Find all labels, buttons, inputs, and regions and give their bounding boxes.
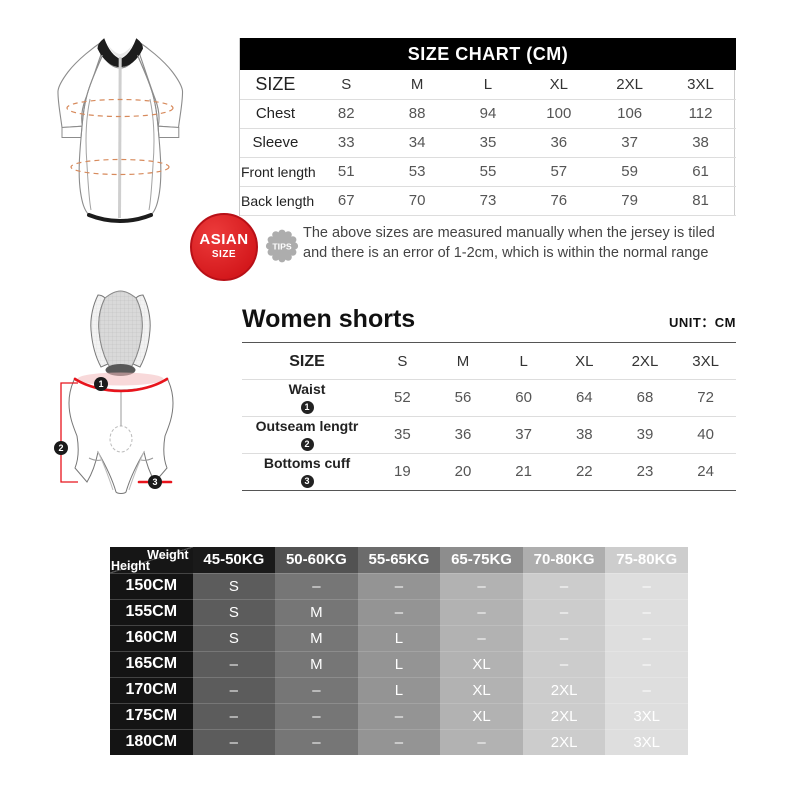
svg-text:1: 1	[98, 379, 103, 389]
svg-text:2: 2	[58, 443, 63, 453]
svg-text:3: 3	[152, 477, 157, 487]
svg-text:TIPS: TIPS	[272, 242, 292, 252]
